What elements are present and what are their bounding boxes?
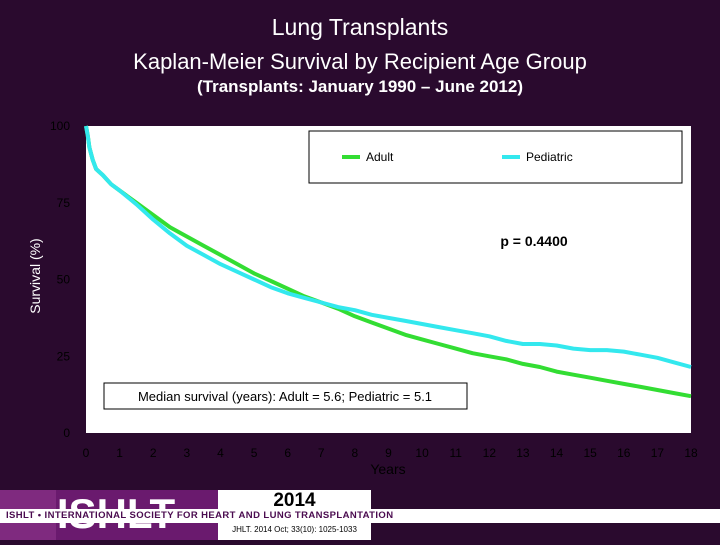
x-tick-label: 4 xyxy=(217,446,224,460)
chart-subtitle: Kaplan-Meier Survival by Recipient Age G… xyxy=(133,49,587,74)
x-tick-label: 13 xyxy=(516,446,530,460)
y-tick-label: 25 xyxy=(57,349,71,363)
x-tick-label: 3 xyxy=(183,446,190,460)
x-tick-label: 11 xyxy=(449,446,462,460)
legend-swatch-pediatric xyxy=(502,155,520,159)
x-tick-label: 12 xyxy=(483,446,497,460)
legend-label-adult: Adult xyxy=(366,150,394,164)
x-axis-label: Years xyxy=(370,461,405,477)
x-tick-label: 10 xyxy=(415,446,429,460)
x-tick-label: 6 xyxy=(284,446,291,460)
x-tick-label: 2 xyxy=(150,446,157,460)
x-tick-label: 16 xyxy=(617,446,631,460)
x-tick-label: 14 xyxy=(550,446,564,460)
x-tick-label: 0 xyxy=(83,446,90,460)
y-axis-label: Survival (%) xyxy=(27,238,43,313)
year-label: 2014 xyxy=(273,490,316,511)
y-tick-label: 50 xyxy=(57,273,71,287)
y-tick-label: 100 xyxy=(50,119,70,133)
median-survival-text: Median survival (years): Adult = 5.6; Pe… xyxy=(138,389,432,404)
x-tick-label: 17 xyxy=(651,446,665,460)
x-tick-label: 18 xyxy=(684,446,698,460)
p-value-annotation: p = 0.4400 xyxy=(500,233,568,249)
series-lines xyxy=(84,125,692,399)
series-line-pediatric xyxy=(84,125,692,369)
legend-box xyxy=(308,130,683,184)
chart-title: Lung Transplants xyxy=(271,14,449,40)
median-survival-box xyxy=(103,382,468,410)
x-ticks: 0 1 2 3 4 5 6 7 8 9 10 11 12 13 14 15 16 17 18 xyxy=(83,446,698,460)
x-tick-label: 5 xyxy=(251,446,258,460)
x-tick-label: 8 xyxy=(352,446,359,460)
x-tick-label: 1 xyxy=(116,446,123,460)
citation-label: JHLT. 2014 Oct; 33(10): 1025-1033 xyxy=(232,525,357,534)
y-tick-label: 75 xyxy=(57,196,71,210)
chart-date-range: (Transplants: January 1990 – June 2012) xyxy=(197,77,523,96)
legend-label-pediatric: Pediatric xyxy=(526,150,573,164)
y-tick-label: 0 xyxy=(63,426,70,440)
y-ticks: 0 25 50 75 100 xyxy=(50,119,70,440)
x-tick-label: 15 xyxy=(583,446,597,460)
x-tick-label: 9 xyxy=(385,446,392,460)
x-tick-label: 7 xyxy=(318,446,325,460)
ishlt-banner: ISHLT • INTERNATIONAL SOCIETY FOR HEART … xyxy=(0,509,720,523)
legend-swatch-adult xyxy=(342,155,360,159)
